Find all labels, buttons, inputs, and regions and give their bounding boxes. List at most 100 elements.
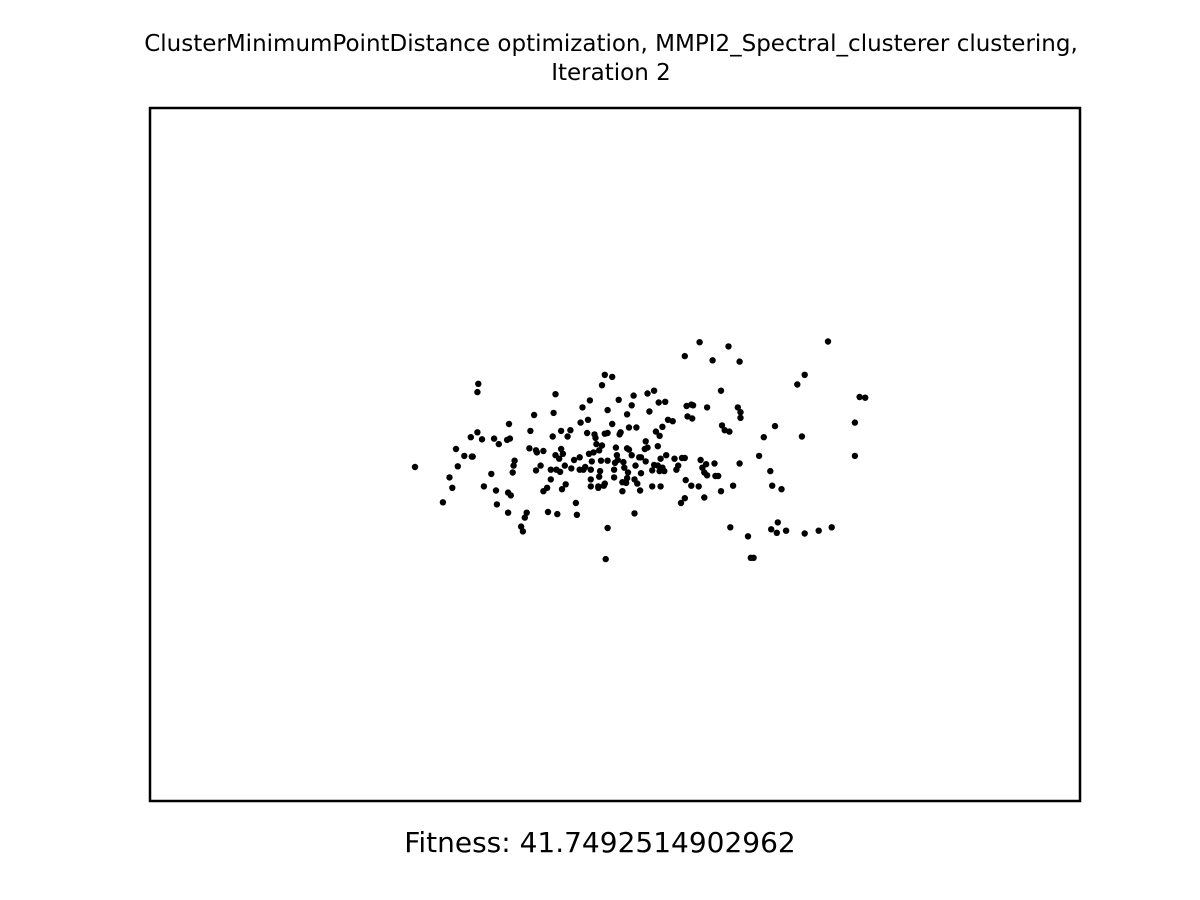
scatter-point bbox=[588, 458, 595, 465]
scatter-point bbox=[495, 440, 502, 448]
scatter-point bbox=[654, 443, 661, 450]
scatter-point bbox=[657, 483, 664, 490]
scatter-point bbox=[856, 393, 863, 401]
scatter-point bbox=[461, 452, 468, 460]
scatter-point bbox=[737, 414, 744, 421]
scatter-point bbox=[637, 454, 645, 461]
scatter-point bbox=[587, 483, 594, 490]
scatter-point bbox=[505, 420, 513, 428]
scatter-point bbox=[697, 456, 704, 464]
scatter-point bbox=[701, 494, 708, 501]
scatter-point bbox=[681, 352, 688, 360]
plot-frame bbox=[148, 106, 1082, 803]
scatter-point bbox=[663, 452, 670, 459]
scatter-point bbox=[439, 499, 447, 506]
scatter-point bbox=[577, 419, 584, 426]
scatter-point bbox=[750, 554, 757, 561]
scatter-point bbox=[474, 429, 481, 436]
scatter-point bbox=[718, 422, 726, 429]
scatter-point bbox=[703, 472, 711, 479]
scatter-point bbox=[567, 427, 574, 434]
scatter-point bbox=[655, 399, 662, 406]
scatter-point bbox=[587, 466, 594, 473]
scatter-point bbox=[595, 483, 602, 490]
scatter-point bbox=[778, 486, 785, 493]
scatter-point bbox=[598, 382, 606, 389]
scatter-point bbox=[628, 402, 635, 409]
scatter-point bbox=[517, 523, 525, 530]
scatter-point bbox=[596, 473, 603, 480]
scatter-point bbox=[801, 371, 808, 378]
scatter-point bbox=[573, 511, 581, 518]
scatter-point bbox=[709, 357, 716, 364]
scatter-point bbox=[614, 456, 621, 464]
scatter-point bbox=[815, 527, 822, 534]
scatter-point bbox=[669, 418, 676, 425]
scatter-point bbox=[609, 373, 616, 381]
scatter-point bbox=[824, 338, 832, 345]
scatter-point bbox=[523, 509, 530, 516]
scatter-point bbox=[631, 510, 638, 517]
scatter-point bbox=[493, 501, 501, 508]
scatter-point bbox=[650, 387, 658, 394]
scatter-point bbox=[677, 499, 685, 507]
scatter-point bbox=[509, 469, 516, 476]
scatter-point bbox=[619, 488, 626, 495]
scatter-point bbox=[612, 444, 620, 451]
scatter-point bbox=[725, 343, 732, 350]
scatter-point bbox=[661, 467, 668, 475]
scatter-point bbox=[624, 469, 632, 476]
scatter-point bbox=[767, 467, 774, 475]
fitness-caption: Fitness: 41.7492514902962 bbox=[404, 826, 796, 859]
scatter-point bbox=[596, 447, 603, 454]
scatter-point bbox=[610, 474, 618, 481]
scatter-point bbox=[659, 423, 666, 430]
scatter-point bbox=[540, 447, 547, 455]
scatter-point bbox=[593, 440, 600, 448]
scatter-point bbox=[492, 487, 500, 494]
scatter-point bbox=[689, 415, 696, 422]
scatter-point bbox=[675, 462, 682, 469]
scatter-point bbox=[564, 433, 571, 440]
scatter-point bbox=[689, 402, 697, 409]
scatter-point bbox=[851, 452, 859, 460]
scatter-point bbox=[760, 434, 767, 441]
scatter-point bbox=[550, 409, 557, 417]
scatter-point bbox=[526, 445, 533, 452]
scatter-point bbox=[623, 479, 630, 487]
scatter-point bbox=[576, 454, 583, 461]
scatter-point bbox=[478, 436, 486, 443]
scatter-point bbox=[596, 467, 604, 475]
scatter-point bbox=[631, 476, 638, 483]
scatter-point bbox=[527, 427, 534, 435]
scatter-point bbox=[649, 467, 656, 474]
scatter-point bbox=[682, 476, 689, 484]
chart-title-line-2: Iteration 2 bbox=[551, 60, 671, 86]
scatter-point bbox=[507, 492, 514, 499]
scatter-point bbox=[582, 463, 589, 471]
scatter-point bbox=[604, 406, 611, 414]
scatter-point bbox=[646, 408, 653, 415]
scatter-point bbox=[774, 519, 781, 526]
scatter-point bbox=[734, 404, 741, 411]
scatter-point bbox=[688, 482, 695, 489]
scatter-point bbox=[632, 462, 639, 469]
scatter-point bbox=[480, 483, 488, 490]
scatter-point bbox=[671, 455, 678, 462]
scatter-point bbox=[488, 470, 495, 478]
scatter-point bbox=[558, 486, 566, 493]
scatter-point bbox=[557, 445, 565, 453]
scatter-point bbox=[474, 388, 481, 396]
scatter-point bbox=[604, 429, 611, 437]
scatter-point bbox=[727, 524, 734, 531]
scatter-point bbox=[615, 396, 622, 403]
scatter-point bbox=[768, 526, 775, 533]
scatter-point bbox=[801, 530, 808, 537]
scatter-point bbox=[552, 391, 559, 398]
scatter-point bbox=[717, 488, 725, 495]
scatter-point bbox=[711, 460, 718, 467]
scatter-point bbox=[572, 499, 580, 507]
scatter-point bbox=[521, 514, 528, 521]
scatter-point bbox=[625, 446, 633, 453]
